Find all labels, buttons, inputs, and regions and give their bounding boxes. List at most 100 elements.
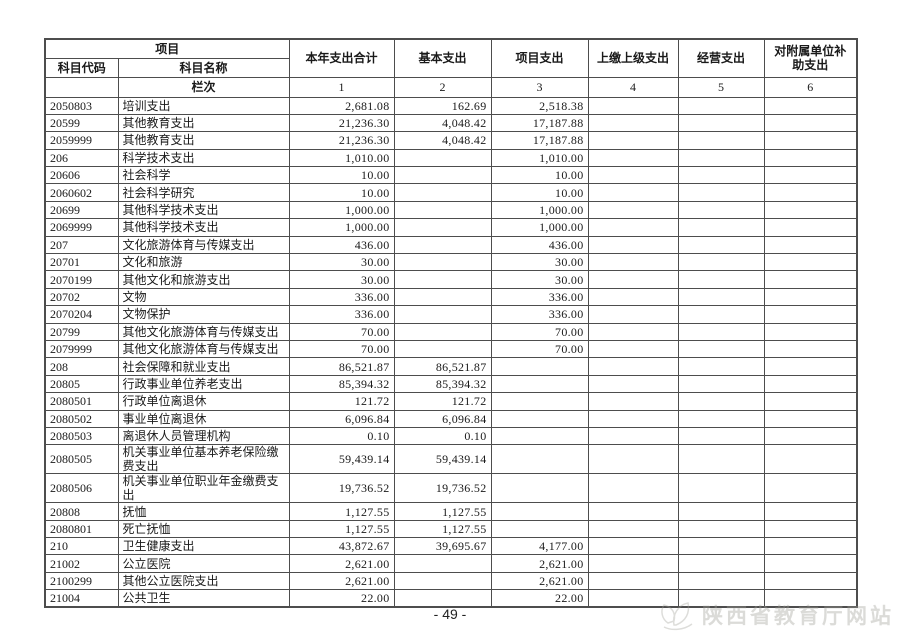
cell-operating xyxy=(677,502,765,521)
cell-code: 2080502 xyxy=(44,409,119,428)
cell-basic: 162.69 xyxy=(393,96,492,115)
cell-name: 其他文化和旅游支出 xyxy=(117,270,290,289)
cell-basic: 19,736.52 xyxy=(393,473,492,504)
cell-upper xyxy=(587,235,679,255)
table-row: 2070199 其他文化和旅游支出 30.00 30.00 xyxy=(44,270,858,289)
header-project: 项目 xyxy=(44,38,290,59)
table-row: 2080506 机关事业单位职业年金缴费支出 19,736.52 19,736.52 xyxy=(44,473,858,504)
cell-total: 21,236.30 xyxy=(288,113,395,133)
cell-project: 70.00 xyxy=(490,339,589,359)
cell-operating xyxy=(677,392,765,411)
cell-subsidy xyxy=(763,113,858,133)
cell-upper xyxy=(587,571,679,591)
cell-total: 1,010.00 xyxy=(288,148,395,168)
column-number-3: 3 xyxy=(490,76,589,98)
cell-operating xyxy=(677,339,765,359)
cell-basic: 4,048.42 xyxy=(393,113,492,133)
cell-project xyxy=(490,374,589,394)
cell-total: 1,127.55 xyxy=(288,519,395,539)
table-row: 2069999 其他科学技术支出 1,000.00 1,000.00 xyxy=(44,218,858,237)
header-operating: 经营支出 xyxy=(677,38,765,78)
table-row: 2100299 其他公立医院支出 2,621.00 2,621.00 xyxy=(44,571,858,591)
cell-upper xyxy=(587,113,679,133)
cell-name: 其他科学技术支出 xyxy=(117,218,290,237)
cell-code: 2050803 xyxy=(44,96,119,115)
cell-upper xyxy=(587,374,679,394)
header-code: 科目代码 xyxy=(44,57,119,78)
cell-upper xyxy=(587,305,679,324)
cell-code: 2080505 xyxy=(44,444,119,475)
cell-code: 20808 xyxy=(44,502,119,521)
header-project-exp: 项目支出 xyxy=(490,38,589,78)
table-row: 2080501 行政单位离退休 121.72 121.72 xyxy=(44,392,858,411)
cell-name: 事业单位离退休 xyxy=(117,409,290,428)
cell-code: 20805 xyxy=(44,374,119,394)
cell-subsidy xyxy=(763,357,858,376)
cell-upper xyxy=(587,502,679,521)
cell-basic: 86,521.87 xyxy=(393,357,492,376)
table-row: 20799 其他文化旅游体育与传媒支出 70.00 70.00 xyxy=(44,322,858,341)
cell-total: 10.00 xyxy=(288,183,395,202)
cell-code: 2070204 xyxy=(44,305,119,324)
cell-upper xyxy=(587,148,679,168)
cell-subsidy xyxy=(763,554,858,573)
cell-operating xyxy=(677,200,765,220)
cell-basic xyxy=(393,148,492,168)
cell-basic: 4,048.42 xyxy=(393,131,492,150)
cell-basic xyxy=(393,253,492,272)
cell-code: 21002 xyxy=(44,554,119,573)
cell-operating xyxy=(677,235,765,255)
cell-subsidy xyxy=(763,502,858,521)
cell-basic xyxy=(393,166,492,185)
cell-code: 20599 xyxy=(44,113,119,133)
cell-subsidy xyxy=(763,426,858,446)
cell-project: 17,187.88 xyxy=(490,113,589,133)
cell-operating xyxy=(677,166,765,185)
cell-operating xyxy=(677,589,765,608)
cell-subsidy xyxy=(763,218,858,237)
cell-basic xyxy=(393,218,492,237)
cell-project: 10.00 xyxy=(490,183,589,202)
cell-project xyxy=(490,357,589,376)
cell-total: 30.00 xyxy=(288,253,395,272)
cell-subsidy xyxy=(763,235,858,255)
cell-name: 机关事业单位基本养老保险缴费支出 xyxy=(117,444,290,475)
cell-subsidy xyxy=(763,444,858,475)
cell-project: 1,010.00 xyxy=(490,148,589,168)
cell-basic: 1,127.55 xyxy=(393,519,492,539)
cell-total: 2,681.08 xyxy=(288,96,395,115)
cell-total: 85,394.32 xyxy=(288,374,395,394)
column-number-2: 2 xyxy=(393,76,492,98)
cell-operating xyxy=(677,270,765,289)
cell-operating xyxy=(677,426,765,446)
cell-project xyxy=(490,426,589,446)
header-name: 科目名称 xyxy=(117,57,290,78)
cell-subsidy xyxy=(763,374,858,394)
cell-basic xyxy=(393,305,492,324)
cell-total: 22.00 xyxy=(288,589,395,608)
cell-upper xyxy=(587,339,679,359)
table-row: 210 卫生健康支出 43,872.67 39,695.67 4,177.00 xyxy=(44,537,858,556)
cell-name: 其他教育支出 xyxy=(117,131,290,150)
cell-project: 70.00 xyxy=(490,322,589,341)
cell-basic: 6,096.84 xyxy=(393,409,492,428)
cell-operating xyxy=(677,374,765,394)
column-number-5: 5 xyxy=(677,76,765,98)
table-row: 20808 抚恤 1,127.55 1,127.55 xyxy=(44,502,858,521)
page-number: - 49 - xyxy=(433,606,467,622)
cell-project xyxy=(490,444,589,475)
cell-upper xyxy=(587,519,679,539)
cell-subsidy xyxy=(763,519,858,539)
cell-project: 4,177.00 xyxy=(490,537,589,556)
cell-code: 2080506 xyxy=(44,473,119,504)
cell-name: 社会科学研究 xyxy=(117,183,290,202)
cell-name: 其他公立医院支出 xyxy=(117,571,290,591)
cell-name: 行政事业单位养老支出 xyxy=(117,374,290,394)
cell-operating xyxy=(677,473,765,504)
cell-code: 2079999 xyxy=(44,339,119,359)
cell-name: 社会科学 xyxy=(117,166,290,185)
cell-basic: 59,439.14 xyxy=(393,444,492,475)
cell-name: 文化旅游体育与传媒支出 xyxy=(117,235,290,255)
cell-basic xyxy=(393,554,492,573)
